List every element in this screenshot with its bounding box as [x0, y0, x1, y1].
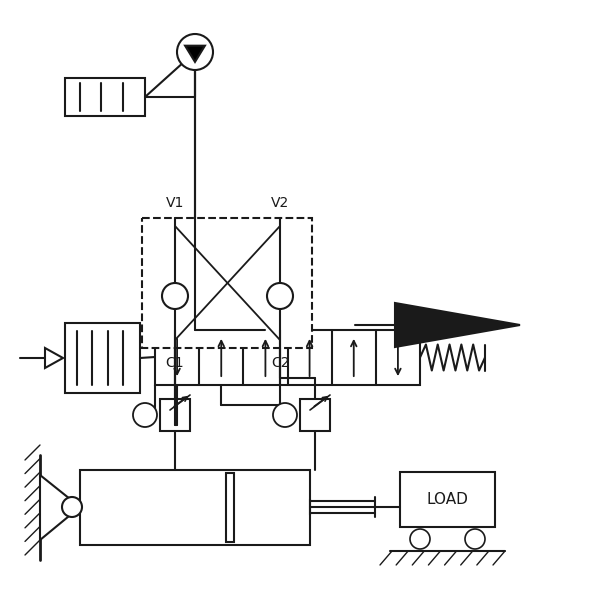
- Text: V1: V1: [166, 196, 184, 210]
- Circle shape: [465, 529, 485, 549]
- Bar: [65, 323, 140, 393]
- Bar: [400, 472, 495, 527]
- Circle shape: [267, 283, 293, 309]
- Polygon shape: [185, 46, 205, 62]
- Circle shape: [273, 403, 297, 427]
- Polygon shape: [45, 348, 63, 368]
- Circle shape: [62, 497, 82, 517]
- Bar: [80, 470, 310, 545]
- Circle shape: [177, 34, 213, 70]
- Bar: [300, 399, 330, 431]
- Text: C2: C2: [271, 356, 289, 370]
- Circle shape: [410, 529, 430, 549]
- Polygon shape: [40, 475, 80, 540]
- Bar: [65, 78, 145, 116]
- Text: LOAD: LOAD: [426, 491, 468, 506]
- Bar: [142, 218, 312, 348]
- Bar: [160, 399, 190, 431]
- Circle shape: [133, 403, 157, 427]
- Circle shape: [162, 283, 188, 309]
- Bar: [226, 473, 233, 542]
- Text: C1: C1: [166, 356, 184, 370]
- Bar: [155, 330, 420, 385]
- Polygon shape: [395, 303, 520, 347]
- Text: V2: V2: [271, 196, 289, 210]
